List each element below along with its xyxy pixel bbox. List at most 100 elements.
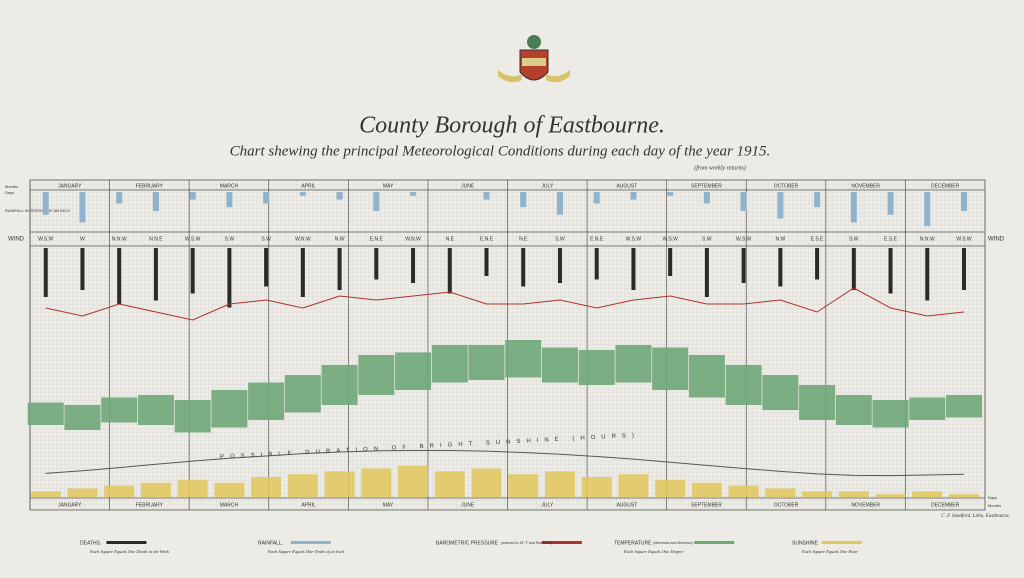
wind-label: N.N.W: [112, 236, 127, 242]
month-label: MAY: [383, 502, 394, 508]
month-label: APRIL: [301, 183, 316, 189]
death-bar: [374, 248, 379, 280]
month-label: MAY: [383, 183, 394, 189]
wind-label: E.S.E: [811, 236, 824, 242]
month-label: SEPTEMBER: [691, 502, 722, 508]
legend-note: (Maximum and Minimum): [653, 541, 692, 545]
temperature-range: [358, 355, 395, 395]
rain-bar: [336, 192, 343, 200]
wind-label: N.W: [775, 236, 785, 242]
sunshine-bar: [765, 488, 796, 497]
sunshine-bar: [581, 477, 612, 497]
death-bar: [43, 248, 48, 297]
sunshine-bar: [214, 482, 245, 497]
temperature-range: [395, 352, 432, 390]
legend-swatch: [821, 541, 862, 544]
death-bar: [594, 248, 599, 280]
row-label: Months: [5, 184, 18, 189]
sunshine-bar: [398, 465, 429, 497]
temperature-range: [101, 397, 138, 423]
month-label: AUGUST: [616, 502, 637, 508]
rain-bar: [630, 192, 637, 200]
death-bar: [925, 248, 930, 301]
death-bar: [704, 248, 709, 297]
month-label: FEBRUARY: [136, 502, 164, 508]
temperature-range: [909, 397, 946, 420]
legend-note: Each Square Equals One Hour: [801, 549, 858, 554]
sunshine-bar: [655, 479, 686, 497]
rain-bar: [263, 192, 270, 204]
temperature-range: [541, 347, 578, 383]
wind-label: W.N.W: [295, 236, 311, 242]
sunshine-bar: [875, 494, 906, 497]
pressure-line: [45, 287, 965, 321]
temperature-range: [321, 365, 358, 405]
temperature-range: [946, 395, 983, 418]
wind-label: W.S.W: [626, 236, 642, 242]
month-label: AUGUST: [616, 183, 637, 189]
sunshine-bar: [691, 482, 722, 497]
death-bar: [300, 248, 305, 297]
month-label: SEPTEMBER: [691, 183, 722, 189]
sunshine-bar: [728, 485, 759, 497]
wind-label: N.N.W: [920, 236, 935, 242]
sunshine-bar: [508, 474, 539, 497]
rain-bar: [189, 192, 196, 200]
death-bar: [815, 248, 820, 280]
rain-bar: [79, 192, 86, 223]
temperature-range: [762, 375, 799, 410]
sunshine-bar: [30, 491, 61, 497]
legend-note: Each Square Equals One-Tenth of an Inch: [267, 549, 345, 554]
temperature-range: [284, 375, 321, 413]
death-bar: [631, 248, 636, 290]
month-label: OCTOBER: [774, 183, 799, 189]
wind-label: S.W: [225, 236, 235, 242]
rain-bar: [483, 192, 490, 200]
death-bar: [668, 248, 673, 276]
death-bar: [80, 248, 85, 290]
death-bar: [778, 248, 783, 287]
row-label: WIND: [988, 237, 1005, 243]
legend-label: BAROMETRIC PRESSURE: [436, 540, 499, 546]
row-label: Days: [5, 190, 14, 195]
wind-label: N.E: [446, 236, 455, 242]
temperature-range: [137, 395, 174, 425]
sunshine-bar: [912, 491, 943, 497]
rain-bar: [116, 192, 123, 204]
rain-bar: [593, 192, 600, 204]
rain-bar: [556, 192, 563, 215]
month-label: APRIL: [301, 502, 316, 508]
month-label: JUNE: [461, 183, 475, 189]
legend-note: Each Square Equals One Degree: [623, 549, 683, 554]
sunshine-bar: [361, 468, 392, 497]
death-bar: [741, 248, 746, 283]
legend-note: (reduced to 32° F and Sea Level): [501, 541, 553, 545]
month-label: JUNE: [461, 502, 475, 508]
sunshine-bar: [802, 491, 833, 497]
row-label: RAINFALL IN TENTHS OF AN INCH: [5, 208, 70, 213]
temperature-range: [211, 390, 248, 428]
death-bar: [484, 248, 489, 276]
month-label: NOVEMBER: [851, 183, 880, 189]
death-bar: [190, 248, 195, 294]
sunshine-bar: [949, 494, 980, 497]
temperature-range: [27, 402, 64, 425]
sunshine-bar: [434, 471, 465, 497]
legend-label: RAINFALL.: [258, 540, 283, 546]
rain-bar: [814, 192, 821, 208]
temperature-range: [688, 355, 725, 398]
death-bar: [888, 248, 893, 294]
sunshine-bar: [471, 468, 502, 497]
wind-label: S.W: [261, 236, 271, 242]
subtitle-note: (from weekly returns): [694, 164, 746, 171]
row-label: Months: [988, 503, 1001, 508]
death-bar: [264, 248, 269, 287]
death-bar: [851, 248, 856, 290]
month-label: FEBRUARY: [136, 183, 164, 189]
rain-bar: [740, 192, 747, 211]
legend-label: SUNSHINE: [792, 540, 819, 546]
sunshine-bar: [67, 488, 98, 497]
temperature-range: [872, 400, 909, 428]
